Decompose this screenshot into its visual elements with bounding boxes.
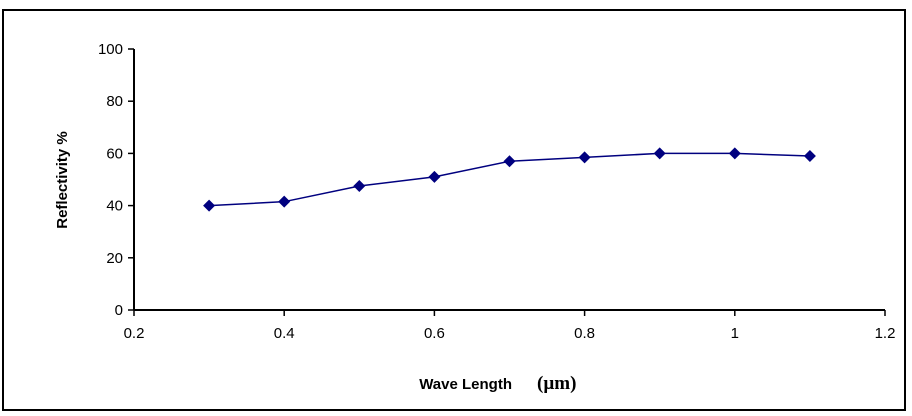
data-point-marker <box>278 195 291 208</box>
data-point-marker <box>203 199 216 212</box>
y-axis-title: Reflectivity % <box>54 131 71 229</box>
y-tick-label: 40 <box>106 198 123 215</box>
x-tick-label: 0.4 <box>274 325 295 342</box>
x-tick-label: 0.6 <box>424 325 445 342</box>
x-tick-label: 0.8 <box>574 325 595 342</box>
y-tick-label: 0 <box>115 302 123 319</box>
x-axis-title: Wave Length <box>419 376 512 393</box>
y-tick-label: 20 <box>106 250 123 267</box>
y-tick-label: 60 <box>106 145 123 162</box>
tick-labels: 0 20 40 60 80 100 0.2 0.4 0.6 0.8 1 1.2 <box>98 41 895 342</box>
x-tick-label: 1.2 <box>875 325 896 342</box>
data-point-marker <box>578 151 591 164</box>
data-point-marker <box>803 150 816 163</box>
x-axis-unit: (µm) <box>537 373 576 394</box>
data-point-marker <box>353 180 366 193</box>
data-point-marker <box>503 155 516 168</box>
data-point-marker <box>653 147 666 160</box>
data-point-marker <box>728 147 741 160</box>
chart-frame <box>2 9 906 411</box>
data-point-marker <box>428 170 441 183</box>
axes <box>128 48 886 316</box>
x-tick-label: 1 <box>731 325 739 342</box>
x-tick-label: 0.2 <box>124 325 145 342</box>
y-tick-label: 100 <box>98 41 123 58</box>
series-group <box>203 147 816 212</box>
y-tick-label: 80 <box>106 93 123 110</box>
